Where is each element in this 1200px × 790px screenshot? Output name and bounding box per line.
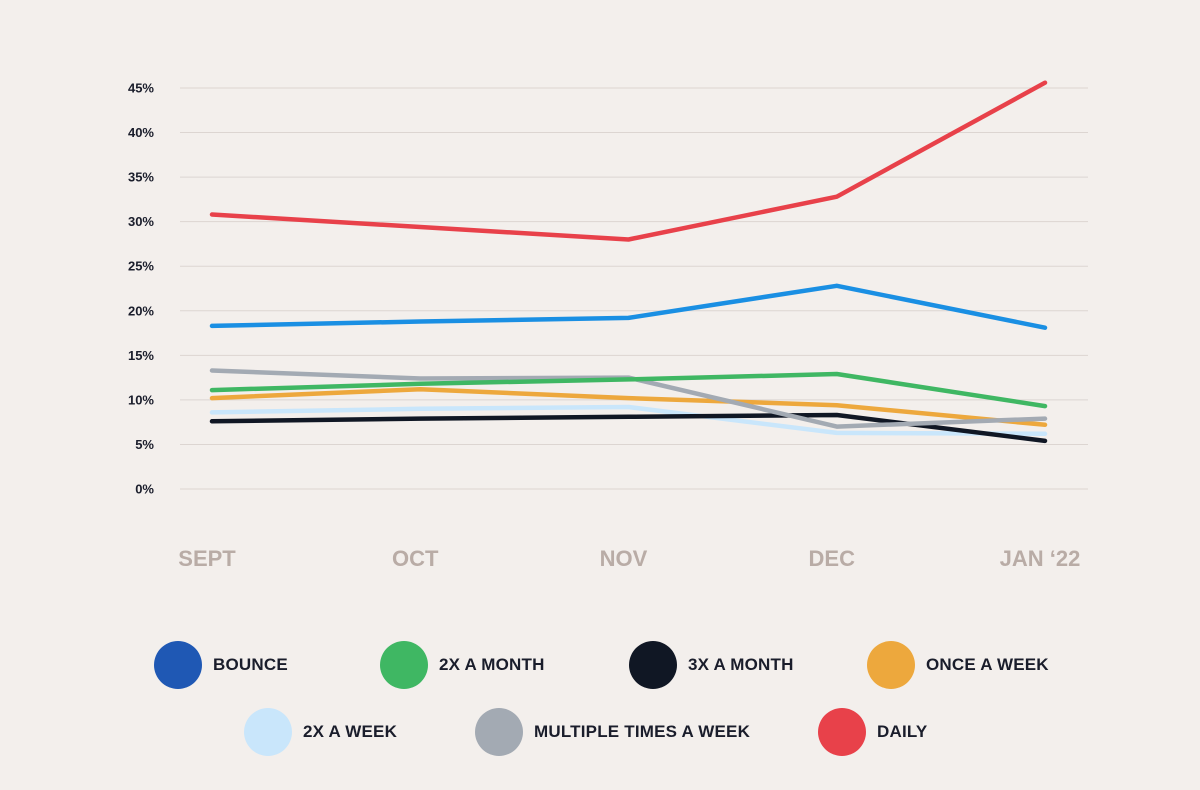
- x-tick-label: NOV: [600, 546, 648, 571]
- x-axis-tick-labels: SEPT OCT NOV DEC JAN ‘22: [178, 546, 1080, 571]
- legend-swatch: [867, 641, 915, 689]
- legend-item-3x-a-month: 3X A MONTH: [629, 641, 794, 689]
- legend-label: BOUNCE: [213, 655, 288, 674]
- legend-item-bounce: BOUNCE: [154, 641, 288, 689]
- line-chart: 0% 5% 10% 15% 20% 25% 30% 35% 40% 45% SEPT OCT NOV D…: [128, 80, 1088, 571]
- series-line-bounce: [209, 283, 1048, 330]
- legend-item-once-a-week: ONCE A WEEK: [867, 641, 1049, 689]
- y-tick-label: 35%: [128, 170, 154, 185]
- legend-swatch: [475, 708, 523, 756]
- y-tick-label: 30%: [128, 214, 154, 229]
- x-tick-label: SEPT: [178, 546, 236, 571]
- series-line-3x-a-month: [209, 412, 1048, 444]
- series-lines: [209, 80, 1048, 444]
- y-tick-label: 5%: [135, 437, 154, 452]
- legend-label: 2X A MONTH: [439, 655, 545, 674]
- legend-swatch: [244, 708, 292, 756]
- legend-item-multiple-times-a-week: MULTIPLE TIMES A WEEK: [475, 708, 750, 756]
- legend-label: 3X A MONTH: [688, 655, 794, 674]
- legend-label: ONCE A WEEK: [926, 655, 1049, 674]
- legend-swatch: [380, 641, 428, 689]
- series-line-once-a-week: [209, 386, 1048, 428]
- x-tick-label: JAN ‘22: [1000, 546, 1081, 571]
- y-tick-label: 10%: [128, 392, 154, 407]
- legend-label: MULTIPLE TIMES A WEEK: [534, 722, 751, 741]
- series-line-2x-a-month: [209, 371, 1048, 409]
- series-line-2x-a-week: [209, 404, 1048, 437]
- y-tick-label: 20%: [128, 303, 154, 318]
- y-tick-label: 0%: [135, 482, 154, 497]
- y-tick-label: 40%: [128, 125, 154, 140]
- legend-item-2x-a-week: 2X A WEEK: [244, 708, 397, 756]
- y-tick-label: 45%: [128, 81, 154, 96]
- legend-label: DAILY: [877, 722, 928, 741]
- series-line-daily: [209, 80, 1048, 242]
- legend-item-2x-a-month: 2X A MONTH: [380, 641, 545, 689]
- y-axis-tick-labels: 0% 5% 10% 15% 20% 25% 30% 35% 40% 45%: [128, 81, 154, 497]
- y-tick-label: 15%: [128, 348, 154, 363]
- legend-swatch: [154, 641, 202, 689]
- legend-swatch: [818, 708, 866, 756]
- legend-label: 2X A WEEK: [303, 722, 398, 741]
- y-tick-label: 25%: [128, 259, 154, 274]
- x-tick-label: OCT: [392, 546, 439, 571]
- legend-item-daily: DAILY: [818, 708, 927, 756]
- legend-swatch: [629, 641, 677, 689]
- x-tick-label: DEC: [809, 546, 856, 571]
